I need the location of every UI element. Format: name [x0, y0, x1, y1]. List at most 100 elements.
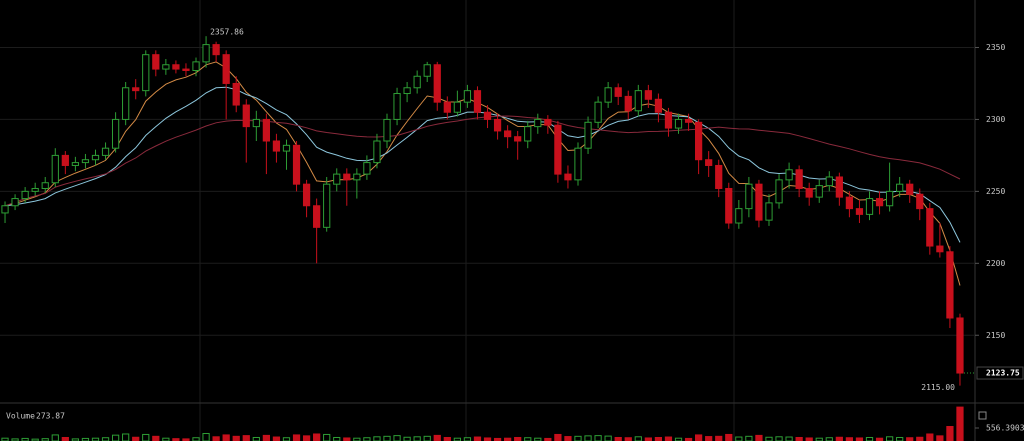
volume-bar	[111, 434, 120, 441]
candle-body	[21, 190, 29, 200]
candle-body	[805, 187, 813, 198]
candle-body	[423, 64, 431, 77]
volume-bar	[946, 426, 954, 441]
high-annotation: 2357.86	[210, 28, 244, 37]
y-tick-label: 2150	[986, 331, 1005, 340]
candle-body	[534, 118, 542, 128]
volume-bar	[664, 436, 673, 441]
volume-bar	[51, 434, 59, 441]
candle-body	[413, 75, 421, 89]
volume-bar	[232, 435, 240, 441]
volume-bar	[61, 436, 69, 441]
volume-bar	[252, 436, 260, 441]
candle-body	[594, 101, 602, 123]
candle-body	[262, 118, 270, 142]
candle-body	[483, 111, 492, 120]
volume-bar	[333, 436, 341, 441]
candle-body	[896, 183, 904, 192]
candle-body	[111, 118, 120, 149]
candle-body	[725, 187, 733, 224]
volume-bar	[775, 436, 783, 441]
candle-body	[674, 118, 683, 129]
volume-bar	[383, 435, 391, 441]
volume-bar	[745, 435, 753, 441]
volume-bar	[604, 435, 612, 441]
candle-body	[1, 205, 9, 214]
candle-body	[604, 87, 612, 103]
y-tick-label: 2250	[986, 187, 1005, 196]
volume-bar	[11, 438, 19, 441]
volume-bar	[574, 435, 582, 441]
candle-body	[91, 154, 100, 161]
y-tick-label: 2300	[986, 115, 1005, 124]
candle-body	[936, 245, 944, 253]
low-annotation: 2115.00	[921, 383, 955, 392]
candle-body	[212, 44, 220, 56]
candle-body	[865, 198, 874, 215]
volume-bar	[926, 433, 934, 441]
volume-bar	[403, 436, 411, 441]
candle-body	[222, 54, 230, 84]
candle-body	[132, 87, 140, 92]
volume-bar	[584, 435, 592, 441]
candle-body	[353, 173, 361, 181]
candle-body	[232, 82, 240, 106]
candle-body	[524, 126, 532, 142]
candle-body	[765, 202, 773, 221]
candle-body	[926, 208, 934, 247]
candle-body	[614, 87, 622, 97]
candle-body	[795, 169, 803, 189]
candle-body	[272, 140, 281, 152]
candle-body	[101, 147, 110, 156]
candle-body	[825, 176, 833, 187]
volume-bar	[262, 434, 270, 441]
volume-bar	[433, 434, 441, 441]
y-tick-label: 2200	[986, 259, 1005, 268]
candle-body	[946, 251, 954, 319]
candle-body	[624, 95, 632, 112]
candle-body	[473, 90, 482, 113]
volume-bar	[695, 434, 703, 441]
candle-body	[282, 144, 291, 152]
candle-body	[695, 121, 703, 161]
volume-title: Volume	[6, 412, 35, 421]
volume-bar	[313, 433, 321, 441]
candle-body	[31, 187, 39, 192]
candle-body	[433, 64, 441, 103]
candle-body	[383, 118, 391, 142]
candle-body	[61, 154, 69, 166]
candle-body	[815, 185, 823, 198]
volume-bar	[514, 436, 522, 441]
candle-body	[81, 159, 90, 164]
volume-bar	[715, 435, 723, 441]
candle-body	[41, 182, 49, 189]
candle-body	[775, 179, 783, 204]
candle-body	[393, 93, 401, 120]
candle-body	[343, 173, 351, 181]
candle-body	[172, 64, 180, 70]
volume-bar	[302, 435, 311, 441]
candle-body	[142, 54, 150, 92]
volume-bar	[705, 436, 713, 441]
y-tick-label: 2350	[986, 43, 1005, 52]
candle-body	[755, 183, 763, 221]
volume-bar	[835, 436, 843, 441]
volume-bar	[654, 436, 663, 441]
volume-bar	[554, 433, 562, 441]
volume-bar	[634, 436, 642, 441]
candle-body	[554, 124, 562, 175]
volume-bar	[182, 438, 190, 441]
volume-bar	[765, 436, 773, 441]
volume-bar	[122, 433, 130, 441]
moving-average	[4, 115, 961, 207]
close-icon[interactable]	[978, 411, 987, 420]
volume-bar	[212, 436, 220, 441]
candle-body	[544, 118, 552, 126]
volume-bar	[202, 433, 210, 441]
candle-body	[745, 183, 753, 210]
candle-body	[182, 68, 190, 72]
volume-bar	[956, 406, 964, 441]
volume-bar	[132, 436, 140, 441]
candle-body	[634, 90, 642, 112]
candle-body	[443, 101, 451, 113]
